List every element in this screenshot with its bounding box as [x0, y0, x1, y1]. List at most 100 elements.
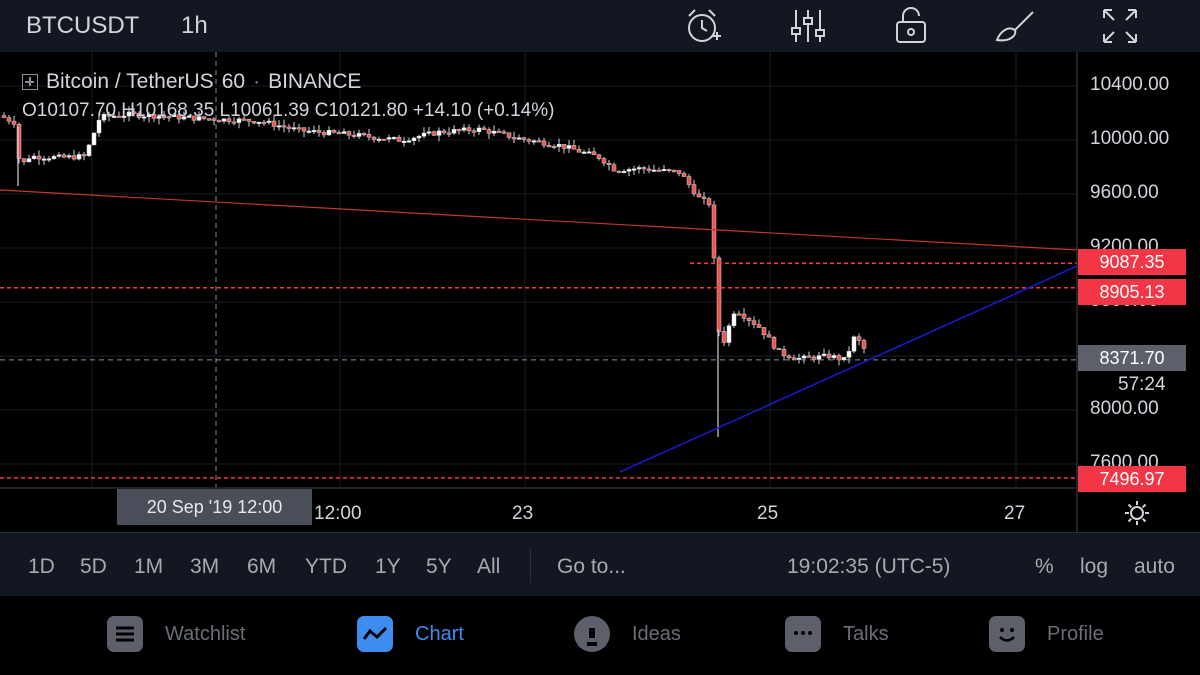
candle-body	[101, 113, 107, 121]
lightbulb-icon	[574, 616, 610, 652]
candle-body	[196, 116, 202, 121]
compare-plus-icon[interactable]	[22, 74, 38, 90]
legend-resolution: 60	[221, 70, 246, 93]
candle-body	[276, 125, 282, 128]
candle-body	[456, 129, 462, 132]
interval-label[interactable]: 1h	[181, 12, 208, 39]
tab-chart[interactable]: Chart	[357, 614, 464, 654]
range-1m[interactable]: 1M	[134, 555, 164, 578]
time-tick: 25	[757, 503, 779, 524]
range-6m[interactable]: 6M	[247, 555, 277, 578]
candle-body	[281, 125, 287, 128]
percent-toggle[interactable]: %	[1035, 555, 1054, 578]
crosshair-date-tooltip: 20 Sep '19 12:00	[117, 489, 312, 525]
candle-body	[286, 126, 292, 129]
candle-body	[366, 134, 372, 138]
candle-body	[851, 336, 857, 352]
candle-body	[186, 115, 192, 118]
candlestick-series	[1, 106, 867, 437]
support-trend-line	[619, 265, 1078, 473]
range-all[interactable]: All	[477, 555, 501, 578]
candle-body	[686, 176, 692, 185]
candle-body	[301, 127, 307, 132]
candle-body	[321, 132, 327, 136]
candle-body	[636, 167, 642, 170]
candle-body	[601, 158, 607, 164]
indicators-icon[interactable]	[788, 6, 828, 46]
legend-title: Bitcoin / TetherUS	[46, 70, 214, 93]
tab-profile[interactable]: Profile	[989, 614, 1104, 654]
candle-body	[766, 334, 772, 338]
candle-body	[591, 151, 597, 155]
candle-body	[721, 331, 727, 343]
candle-body	[696, 193, 702, 198]
fullscreen-icon[interactable]	[1100, 6, 1140, 46]
alarm-add-icon[interactable]	[683, 6, 723, 46]
candle-body	[81, 154, 87, 157]
chart-icon	[357, 616, 393, 652]
candle-body	[481, 127, 487, 130]
range-3m[interactable]: 3M	[190, 555, 220, 578]
candle-body	[261, 121, 267, 124]
price-tick: 8000.00	[1090, 398, 1159, 419]
candle-body	[556, 144, 562, 147]
legend-ohlc: O10107.70 H10168.35 L10061.39 C10121.80 …	[22, 100, 555, 121]
candle-body	[26, 158, 32, 163]
candle-body	[221, 118, 227, 122]
candle-body	[706, 198, 712, 206]
drawing-brush-icon[interactable]	[995, 6, 1035, 46]
candle-body	[176, 114, 182, 120]
candle-body	[596, 154, 602, 159]
candle-body	[381, 138, 387, 141]
candle-body	[241, 118, 247, 121]
price-chart[interactable]	[0, 0, 1200, 532]
candle-body	[341, 131, 347, 134]
candle-body	[266, 120, 272, 123]
candle-body	[1, 115, 7, 118]
candle-body	[606, 162, 612, 165]
symbol-label[interactable]: BTCUSDT	[26, 12, 140, 39]
candle-body	[201, 116, 207, 119]
candle-body	[541, 140, 547, 146]
candle-body	[621, 171, 627, 174]
candle-body	[801, 355, 807, 359]
candle-body	[691, 184, 697, 195]
bottom-tab-bar: Watchlist Chart Ideas Talks Profile	[0, 596, 1200, 675]
auto-toggle[interactable]: auto	[1134, 555, 1175, 578]
log-toggle[interactable]: log	[1080, 555, 1109, 578]
range-5y[interactable]: 5Y	[426, 555, 452, 578]
range-ytd[interactable]: YTD	[305, 555, 347, 578]
candle-body	[231, 121, 237, 124]
candle-body	[311, 130, 317, 133]
goto-button[interactable]: Go to...	[557, 555, 626, 578]
tab-watchlist[interactable]: Watchlist	[107, 614, 245, 654]
range-5d[interactable]: 5D	[80, 555, 107, 578]
chart-legend: Bitcoin / TetherUS 60 · BINANCE	[22, 70, 361, 94]
candle-body	[751, 320, 757, 325]
candle-body	[126, 111, 132, 117]
candle-body	[436, 130, 442, 136]
candle-body	[206, 118, 212, 121]
candle-body	[506, 132, 512, 138]
settings-gear-icon[interactable]	[1124, 500, 1150, 526]
candle-body	[641, 167, 647, 170]
range-1d[interactable]: 1D	[28, 555, 55, 578]
range-separator	[530, 549, 531, 583]
candle-body	[661, 169, 667, 172]
tab-label: Ideas	[632, 622, 681, 645]
candle-body	[96, 119, 102, 134]
candle-body	[631, 168, 637, 171]
lock-icon[interactable]	[891, 6, 931, 46]
candle-body	[466, 127, 472, 132]
candle-body	[831, 355, 837, 359]
range-1y[interactable]: 1Y	[375, 555, 401, 578]
candle-body	[86, 144, 92, 156]
candle-body	[236, 118, 242, 123]
tab-talks[interactable]: Talks	[785, 614, 889, 654]
clock-timezone[interactable]: 19:02:35 (UTC-5)	[787, 555, 951, 578]
candle-body	[701, 196, 707, 199]
candle-body	[36, 155, 42, 160]
tab-ideas[interactable]: Ideas	[574, 614, 681, 654]
candle-body	[461, 127, 467, 131]
candle-body	[291, 127, 297, 130]
